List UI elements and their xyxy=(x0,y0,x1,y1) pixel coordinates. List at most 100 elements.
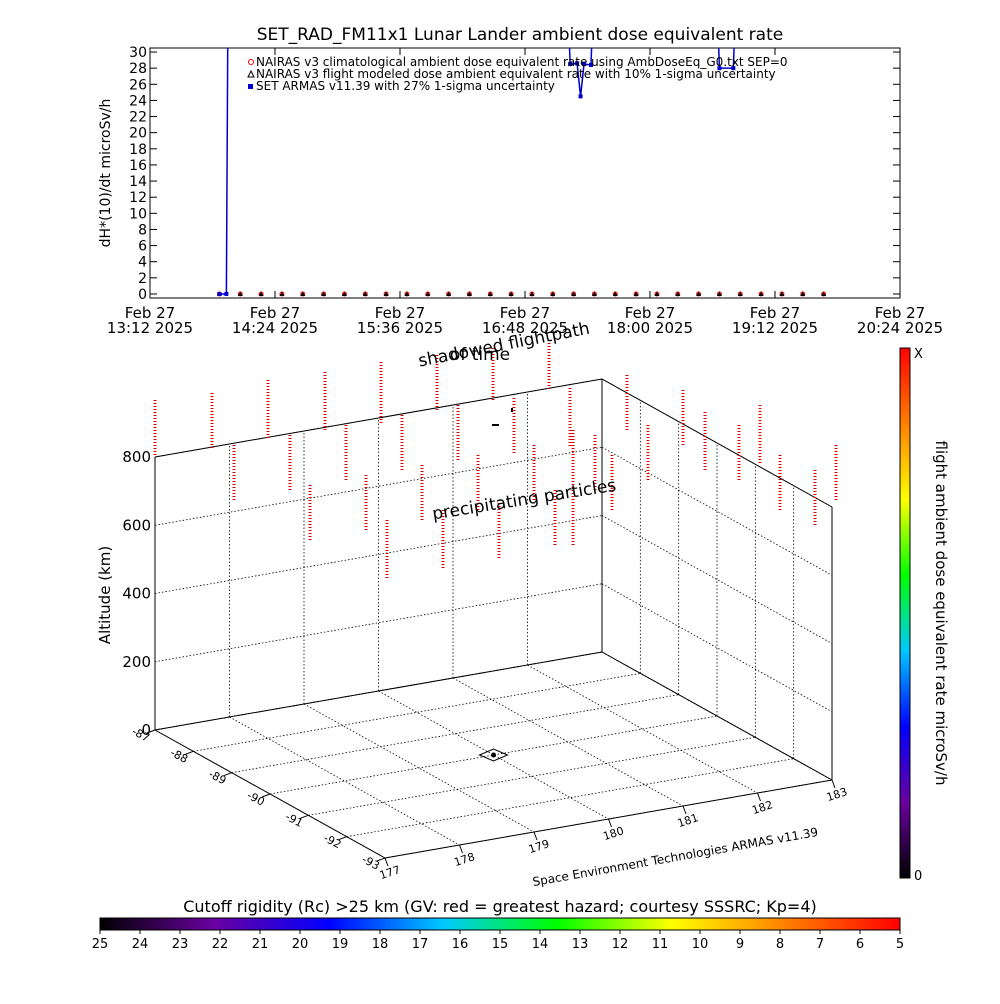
colorbar-title: Cutoff rigidity (Rc) >25 km (GV: red = g… xyxy=(183,897,817,916)
colorbar-title: flight ambient dose equivalent rate micr… xyxy=(932,441,950,786)
series-point xyxy=(300,291,306,296)
series-point xyxy=(487,291,493,296)
series-point xyxy=(654,291,660,296)
colorbar-tick-label: 20 xyxy=(292,937,309,952)
y-tick-label: 24 xyxy=(129,93,147,109)
colorbar-max-label: X xyxy=(914,347,923,362)
y-tick xyxy=(376,857,386,862)
y-tick-label: -91 xyxy=(283,810,305,830)
y-tick-label: -92 xyxy=(321,831,343,851)
x-tick xyxy=(682,805,687,815)
grid-line xyxy=(154,446,603,526)
annotation: of time xyxy=(450,345,510,365)
y-tick xyxy=(146,729,156,734)
z-tick-label: 800 xyxy=(122,448,151,466)
legend-label: NAIRAS v3 flight modeled dose ambient eq… xyxy=(256,67,776,81)
z-tick-label: 400 xyxy=(122,585,151,603)
series-point xyxy=(612,291,618,296)
y-tick-label: -90 xyxy=(245,789,267,809)
y-tick-label: 2 xyxy=(138,271,147,287)
x-tick-label: 181 xyxy=(676,811,700,830)
series-point xyxy=(466,291,472,296)
colorbar-min-label: 0 xyxy=(914,869,922,884)
series-point xyxy=(588,62,593,67)
colorbar-tick-label: 19 xyxy=(332,937,349,952)
y-tick-label: 12 xyxy=(129,190,147,206)
series-point xyxy=(383,291,389,296)
series-point xyxy=(737,291,743,296)
series-point xyxy=(341,291,347,296)
x-tick-label: 179 xyxy=(527,837,551,856)
series-point xyxy=(425,291,431,296)
x-tick-label: Feb 27 xyxy=(125,304,175,322)
y-tick-label: 30 xyxy=(129,45,147,61)
colorbar-tick-label: 9 xyxy=(736,937,744,952)
grid-line xyxy=(346,758,794,838)
series-point xyxy=(237,291,243,296)
colorbar-tick-label: 8 xyxy=(776,937,784,952)
box-edge xyxy=(154,378,603,458)
x-tick-label: Feb 27 xyxy=(625,304,675,322)
series-point xyxy=(633,291,639,296)
plot-area xyxy=(216,48,827,297)
y-tick xyxy=(185,750,194,755)
colorbar-tick-label: 22 xyxy=(212,937,229,952)
grid-line xyxy=(452,677,684,807)
series-point xyxy=(758,291,764,296)
colorbar-tick-label: 18 xyxy=(372,937,389,952)
y-tick xyxy=(338,836,347,841)
x-tick-label: Feb 27 xyxy=(500,304,550,322)
colorbar-tick-label: 12 xyxy=(612,937,629,952)
y-tick-label: -89 xyxy=(206,767,228,787)
grid-line xyxy=(231,694,679,774)
y-tick-label: 22 xyxy=(129,110,147,126)
series-line xyxy=(219,48,735,295)
colorbar-tick-label: 21 xyxy=(252,937,269,952)
series-point xyxy=(779,291,785,296)
x-tick-label: Feb 27 xyxy=(250,304,300,322)
series-point xyxy=(582,62,587,67)
legend-marker xyxy=(247,69,255,78)
box-edge xyxy=(601,378,833,508)
colorbar-tick-label: 17 xyxy=(412,937,429,952)
series-point xyxy=(529,291,535,296)
x-tick-label: Feb 27 xyxy=(750,304,800,322)
series-point xyxy=(279,291,285,296)
series-point xyxy=(696,291,702,296)
flightpath-point xyxy=(491,752,496,758)
z-tick-label: 600 xyxy=(122,516,151,534)
colorbar-tick-label: 7 xyxy=(816,937,824,952)
x-tick xyxy=(608,818,612,828)
y-tick-label: 0 xyxy=(138,287,147,303)
series-point xyxy=(716,291,722,296)
y-tick-label: 8 xyxy=(138,222,147,238)
x-tick-label: 16:48 2025 xyxy=(482,319,568,337)
colorbar-tick-label: 13 xyxy=(572,937,589,952)
grid-line xyxy=(269,715,718,795)
x-tick-label: 18:00 2025 xyxy=(607,319,693,337)
y-tick-label: 4 xyxy=(138,255,147,271)
series-point xyxy=(362,291,368,296)
series-point xyxy=(717,66,722,71)
y-tick-label: 20 xyxy=(129,126,147,142)
z-tick-label: 0 xyxy=(141,721,151,739)
series-point xyxy=(591,291,597,296)
series-point xyxy=(675,291,681,296)
y-tick-label: 6 xyxy=(138,239,147,255)
series-point xyxy=(217,291,222,296)
x-tick-label: 15:36 2025 xyxy=(357,319,443,337)
series-point xyxy=(578,94,583,99)
x-tick xyxy=(533,831,538,841)
y-tick xyxy=(261,793,271,798)
grid-line xyxy=(154,583,603,663)
series-point xyxy=(571,291,577,296)
annotation: precipitating particles xyxy=(431,476,618,525)
legend-marker xyxy=(248,59,254,65)
x-tick xyxy=(831,779,836,789)
series-point xyxy=(821,291,827,296)
z-axis-title: Altitude (km) xyxy=(96,546,114,644)
box-edge xyxy=(154,651,603,731)
colorbar-tick-label: 11 xyxy=(652,937,669,952)
